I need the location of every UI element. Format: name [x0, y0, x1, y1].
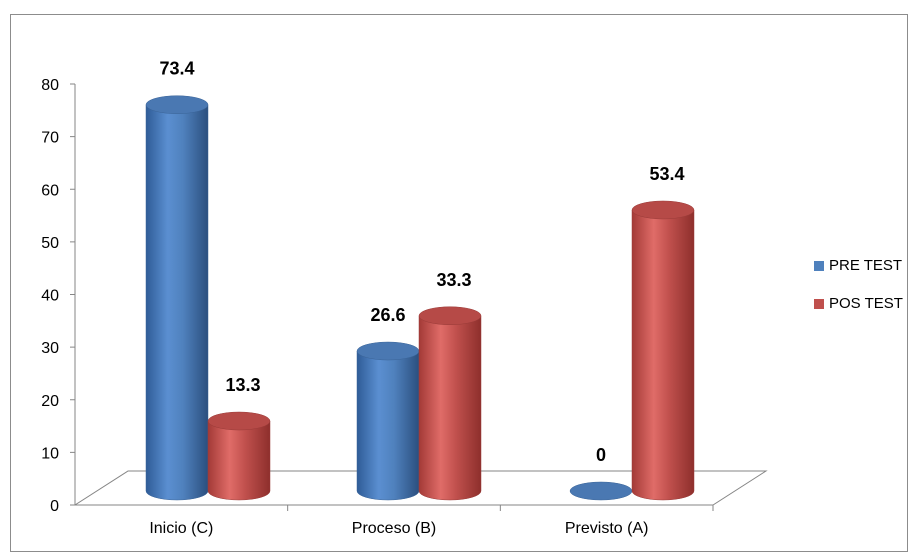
bar-top-pos-test — [418, 306, 482, 326]
bar-top-pos-test — [631, 200, 695, 220]
bar-top-pos-test — [207, 411, 271, 431]
bar-pre-test — [145, 104, 209, 501]
legend: PRE TEST POS TEST — [814, 257, 903, 312]
y-tick-label: 10 — [41, 445, 59, 462]
bar-top-pre-test — [569, 481, 633, 501]
legend-label: POS TEST — [829, 295, 903, 312]
data-label: 53.4 — [649, 164, 684, 184]
bar-pos-test — [631, 209, 695, 501]
bars-layer — [145, 95, 695, 501]
x-tick-label: Inicio (C) — [149, 520, 213, 537]
bar-top-pre-test — [145, 95, 209, 114]
y-tick-label: 20 — [41, 393, 59, 410]
data-label: 26.6 — [370, 305, 405, 325]
data-label: 13.3 — [225, 375, 260, 395]
legend-swatch-pre-test — [814, 261, 824, 271]
x-tick-label: Previsto (A) — [565, 520, 649, 537]
y-tick-label: 50 — [41, 235, 59, 252]
labels-layer: 73.4 26.6 0 13.3 33.3 53.4 — [159, 59, 684, 465]
bar-pos-test — [207, 420, 271, 501]
y-tick-label: 70 — [41, 130, 59, 147]
y-tick-label: 60 — [41, 182, 59, 199]
bar-pre-test — [356, 350, 420, 501]
bar-pos-test — [418, 315, 482, 501]
bar-top-pre-test — [356, 341, 420, 361]
y-tick-label: 30 — [41, 340, 59, 357]
data-label: 33.3 — [436, 270, 471, 290]
y-tick-label: 80 — [41, 77, 59, 94]
y-tick-label: 0 — [50, 498, 59, 515]
data-label: 73.4 — [159, 59, 194, 79]
data-label: 0 — [596, 445, 606, 465]
legend-label: PRE TEST — [829, 257, 902, 274]
legend-swatch-pos-test — [814, 299, 824, 309]
x-tick-label: Proceso (B) — [352, 520, 436, 537]
y-tick-label: 40 — [41, 288, 59, 305]
